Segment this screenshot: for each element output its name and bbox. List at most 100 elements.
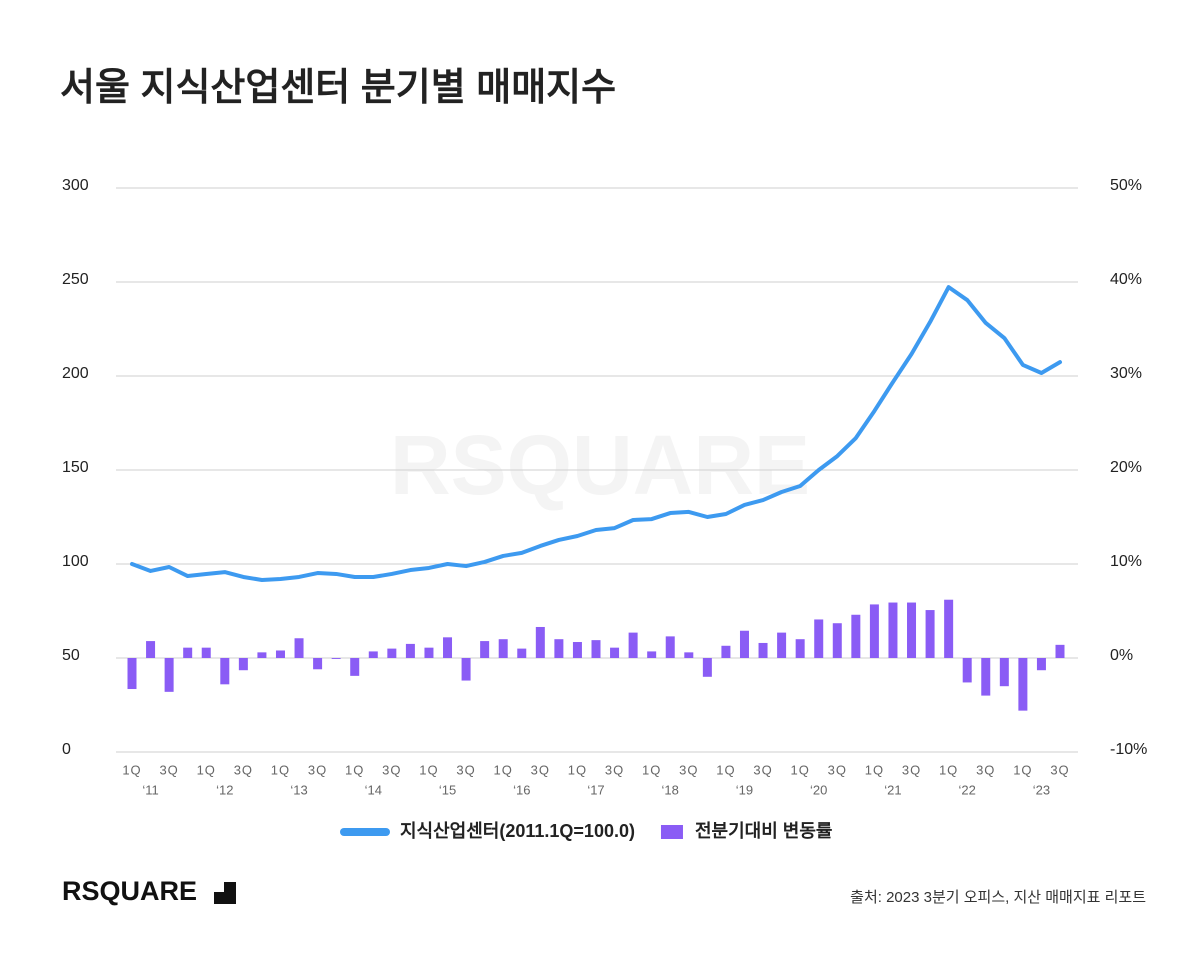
bar <box>1055 644 1065 658</box>
x-tick-label: 3Q <box>828 762 847 777</box>
x-year-label: ‘11 <box>142 782 158 797</box>
x-tick-label: 3Q <box>531 762 550 777</box>
bar <box>498 639 508 658</box>
x-tick-label: 1Q <box>642 762 661 777</box>
x-tick-label: 1Q <box>271 762 290 777</box>
x-tick-label: 3Q <box>456 762 475 777</box>
y-tick-label: 200 <box>62 365 89 382</box>
bar <box>294 638 304 658</box>
y-tick-label: 250 <box>62 271 89 288</box>
bar <box>739 630 749 658</box>
x-year-label: ‘14 <box>365 782 382 797</box>
bar <box>572 642 582 658</box>
x-tick-label: 1Q <box>790 762 809 777</box>
x-year-label: ‘21 <box>884 782 901 797</box>
x-tick-label: 1Q <box>939 762 958 777</box>
bar <box>907 602 917 658</box>
legend: 지식산업센터(2011.1Q=100.0) 전분기대비 변동률 <box>340 821 832 841</box>
bar <box>220 658 230 685</box>
x-year-label: ‘18 <box>662 782 679 797</box>
bar <box>331 658 341 659</box>
bar <box>944 599 954 658</box>
bar <box>183 647 193 658</box>
x-tick-label: 1Q <box>1013 762 1032 777</box>
x-tick-label: 3Q <box>308 762 327 777</box>
x-year-label: ‘19 <box>736 782 753 797</box>
bar <box>684 652 694 658</box>
bar <box>665 636 675 658</box>
x-year-label: ‘22 <box>959 782 976 797</box>
bar <box>888 602 898 658</box>
x-tick-label: 1Q <box>716 762 735 777</box>
x-tick-label: 3Q <box>902 762 921 777</box>
bar <box>628 632 638 658</box>
x-year-label: ‘13 <box>290 782 307 797</box>
bar <box>758 642 768 658</box>
bar <box>238 658 248 671</box>
x-tick-label: 1Q <box>568 762 587 777</box>
x-year-label: ‘16 <box>513 782 530 797</box>
x-tick-label: 3Q <box>605 762 624 777</box>
bar <box>368 651 378 658</box>
bar <box>313 658 323 670</box>
y-tick-label: 150 <box>62 459 89 476</box>
bar <box>832 623 842 658</box>
x-tick-label: 3Q <box>159 762 178 777</box>
y2-tick-label: 30% <box>1110 365 1142 382</box>
x-tick-label: 3Q <box>382 762 401 777</box>
logo-icon <box>214 882 236 904</box>
bar <box>387 648 397 658</box>
bar <box>610 647 620 658</box>
bar <box>702 658 712 677</box>
x-tick-label: 1Q <box>865 762 884 777</box>
source: 출처: 2023 3분기 오피스, 지산 매매지표 리포트 <box>850 889 1146 906</box>
watermark: RSQUARE <box>390 418 810 512</box>
bar <box>275 650 285 658</box>
legend-swatch <box>660 825 683 839</box>
x-tick-label: 3Q <box>1050 762 1069 777</box>
bar <box>795 639 805 658</box>
x-tick-label: 1Q <box>419 762 438 777</box>
y-tick-label: 100 <box>62 553 89 570</box>
bar <box>127 658 137 690</box>
y2-tick-label: 20% <box>1110 459 1142 476</box>
bar <box>999 658 1009 687</box>
chart-title: 서울 지식산업센터 분기별 매매지수 <box>60 67 616 109</box>
y-tick-label: 0 <box>62 741 71 758</box>
x-tick-label: 1Q <box>494 762 513 777</box>
bar <box>721 645 731 658</box>
bar <box>777 632 787 658</box>
bar <box>424 647 434 658</box>
x-year-label: ‘15 <box>439 782 456 797</box>
x-tick-label: 3Q <box>976 762 995 777</box>
y2-tick-label: -10% <box>1110 741 1147 758</box>
legend-label: 지식산업센터(2011.1Q=100.0) <box>400 821 635 841</box>
bar <box>962 658 972 683</box>
bar <box>517 648 527 658</box>
bar <box>1036 658 1046 671</box>
x-tick-label: 3Q <box>679 762 698 777</box>
bar <box>405 643 415 658</box>
x-year-label: ‘23 <box>1033 782 1050 797</box>
bar <box>146 641 156 658</box>
bar <box>443 637 453 658</box>
bar <box>1018 658 1028 711</box>
bar <box>554 639 564 658</box>
bar <box>164 658 174 692</box>
bar <box>851 614 861 658</box>
bar <box>814 619 824 658</box>
bar <box>461 658 471 681</box>
bar <box>981 658 991 696</box>
x-tick-label: 1Q <box>122 762 141 777</box>
logo: RSQUARE <box>62 876 197 906</box>
y2-tick-label: 50% <box>1110 177 1142 194</box>
x-tick-label: 1Q <box>345 762 364 777</box>
legend-label: 전분기대비 변동률 <box>695 821 832 841</box>
bar <box>925 610 935 658</box>
x-tick-label: 3Q <box>753 762 772 777</box>
x-year-label: ‘20 <box>810 782 827 797</box>
x-year-label: ‘12 <box>216 782 233 797</box>
bar <box>480 641 490 658</box>
